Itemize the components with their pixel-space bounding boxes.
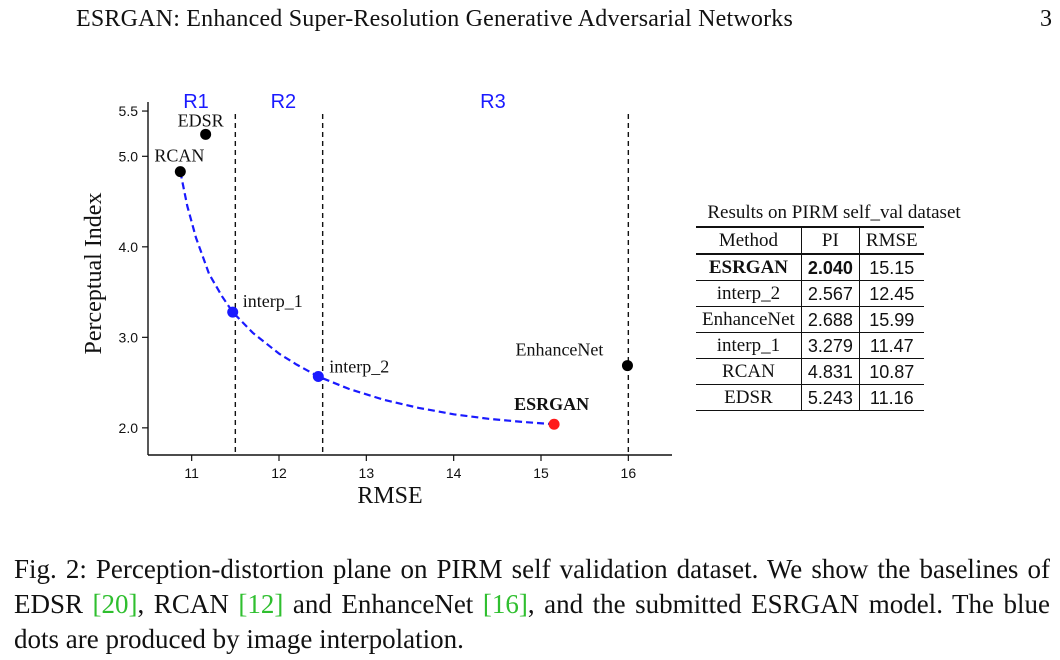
data-point-label: EDSR [178,110,224,130]
rmse-cell: 15.15 [869,257,915,278]
rmse-cell: 11.16 [869,387,914,408]
y-tick-label: 2.0 [119,420,139,436]
method-cell: RCAN [696,358,802,385]
table-row: EnhanceNet 2.688 15.99 [696,306,924,333]
data-point [312,371,324,383]
table-header-row: Method PI RMSE [696,227,924,254]
rmse-cell: 15.99 [869,309,915,330]
table-row: RCAN 4.831 10.87 [696,358,924,385]
x-tick-label: 11 [184,465,199,481]
pi-cell: 2.688 [801,306,860,333]
x-tick-label: 14 [446,465,462,481]
pi-cell: 5.243 [801,384,860,411]
caption-text: Fig. 2: Perception-distortion plane on P… [14,554,1050,619]
data-point [174,166,186,178]
table-row: EDSR 5.243 11.16 [696,384,924,411]
caption-text: and EnhanceNet [283,589,483,619]
column-header-pi: PI [801,227,860,254]
x-tick-label: 12 [271,465,287,481]
pi-cell: 3.279 [801,332,860,359]
method-cell: EnhanceNet [696,306,802,333]
x-tick-label: 13 [359,465,375,481]
region-label: R1 [183,91,209,113]
data-point-label: ESRGAN [514,394,589,414]
x-axis-label: RMSE [357,483,422,509]
caption-text: , RCAN [137,589,239,619]
method-cell: EDSR [696,384,802,411]
data-point-label: interp_1 [243,291,303,311]
method-cell: interp_1 [696,332,802,359]
table-row: interp_2 2.567 12.45 [696,280,924,307]
y-tick-label: 5.0 [119,148,139,164]
y-tick-label: 5.5 [119,103,139,119]
pi-cell: 4.831 [801,358,860,385]
figure-caption: Fig. 2: Perception-distortion plane on P… [14,552,1050,657]
interpolation-curve [179,171,555,426]
table-caption: Results on PIRM self_val dataset [707,202,961,223]
column-header-method: Method [696,227,802,254]
rmse-cell: 12.45 [869,283,915,304]
data-point [227,306,239,318]
citation-link[interactable]: [12] [238,589,284,619]
column-header-rmse: RMSE [865,229,918,251]
x-tick-label: 15 [533,465,549,481]
citation-link[interactable]: [20] [92,589,138,619]
pi-cell: 2.040 [801,254,860,281]
table-row: interp_1 3.279 11.47 [696,332,924,359]
data-point [621,360,633,372]
running-header: ESRGAN: Enhanced Super-Resolution Genera… [76,6,1052,34]
rmse-cell: 11.47 [869,335,914,356]
perception-distortion-plot: 11 12 13 14 15 16 2.0 3.0 4.0 5.0 5.5 RMSE Perceptua… [81,91,672,509]
rmse-cell: 10.87 [869,361,915,382]
y-tick-label: 4.0 [119,239,139,255]
data-point [200,128,212,140]
caption-text: , and the submitted ESRGAN model. The bl… [14,589,1050,654]
y-tick-label: 3.0 [119,329,139,345]
page-number: 3 [1040,6,1052,32]
data-point-label: RCAN [154,146,204,166]
data-point-label: interp_2 [329,357,389,377]
method-cell: interp_2 [696,280,802,307]
y-axis-label: Perceptual Index [81,193,107,355]
method-cell: ESRGAN [696,254,802,281]
data-point-label: EnhanceNet [515,340,603,360]
citation-link[interactable]: [16] [482,589,528,619]
pi-cell: 2.567 [801,280,860,307]
region-label: R3 [480,91,506,113]
table-row: ESRGAN 2.040 15.15 [696,254,924,281]
results-table: Method PI RMSE ESRGAN 2.040 15.15 interp… [696,226,924,411]
results-table-block: Results on PIRM self_val dataset Method … [684,202,984,411]
x-tick-label: 16 [621,465,637,481]
region-label: R2 [271,91,297,113]
data-point [548,418,560,430]
running-header-title: ESRGAN: Enhanced Super-Resolution Genera… [76,6,794,32]
